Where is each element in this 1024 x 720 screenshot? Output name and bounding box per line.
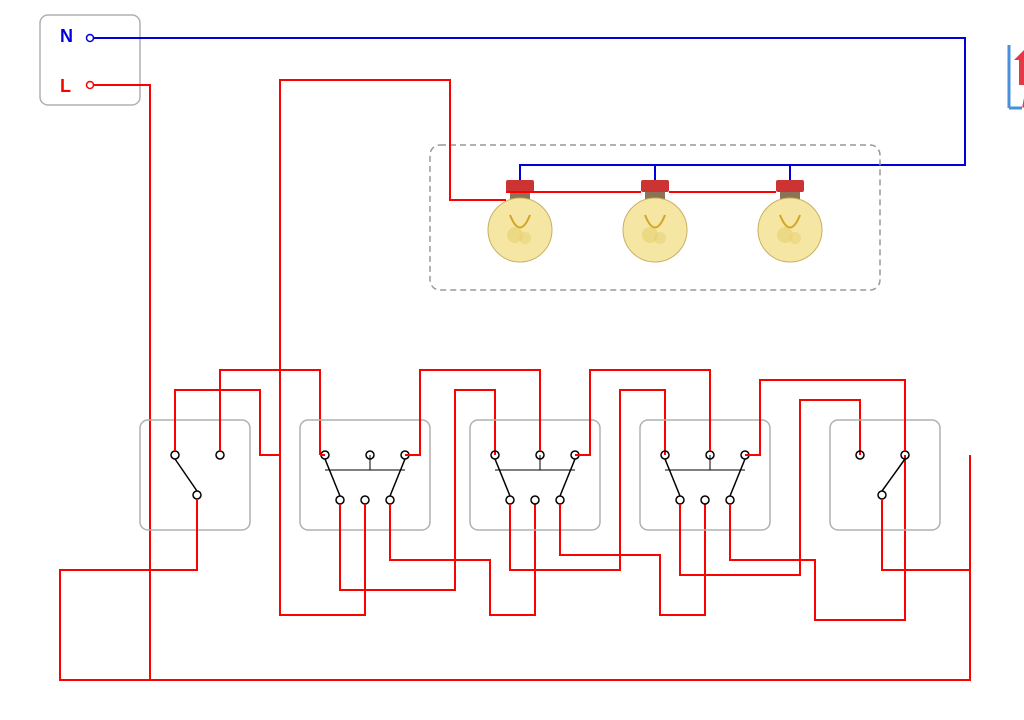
- switch-4-internal: [661, 451, 749, 504]
- sw4-wire-a: [660, 370, 710, 451]
- switch-1-box: [140, 420, 250, 530]
- sw3-wire-a: [490, 370, 540, 451]
- bulb-line-wire: [280, 80, 776, 455]
- sw4-wire-c: [730, 455, 905, 620]
- sw1-wire-b: [220, 370, 320, 455]
- switch-5-internal: [856, 451, 909, 499]
- switch-5-box: [830, 420, 940, 530]
- sw2-wire-c: [390, 504, 535, 615]
- diagram-svg: N L: [0, 0, 1024, 720]
- sw4-wire-d: [745, 380, 850, 455]
- sw1-wire-a: [175, 390, 280, 455]
- sw3-wire-b: [510, 390, 665, 570]
- neutral-node: [87, 35, 94, 42]
- sw3-wire-d: [575, 370, 660, 455]
- sw3-wire-c: [560, 504, 705, 615]
- sw5-wire-a: [850, 380, 905, 451]
- sw2-wire-d: [405, 370, 490, 455]
- switch-2-internal: [321, 451, 409, 504]
- line-node: [87, 82, 94, 89]
- line-main-wire: [94, 85, 970, 680]
- neutral-wire: [94, 38, 965, 180]
- sw1-wire-common: [60, 499, 197, 680]
- line-label: L: [60, 76, 71, 96]
- switch-1-internal: [171, 451, 224, 499]
- logo-house-icon: [1014, 35, 1024, 85]
- terminal-box: [40, 15, 140, 105]
- neutral-label: N: [60, 26, 73, 46]
- wiring-diagram: N L: [0, 0, 1024, 720]
- switch-3-internal: [491, 451, 579, 504]
